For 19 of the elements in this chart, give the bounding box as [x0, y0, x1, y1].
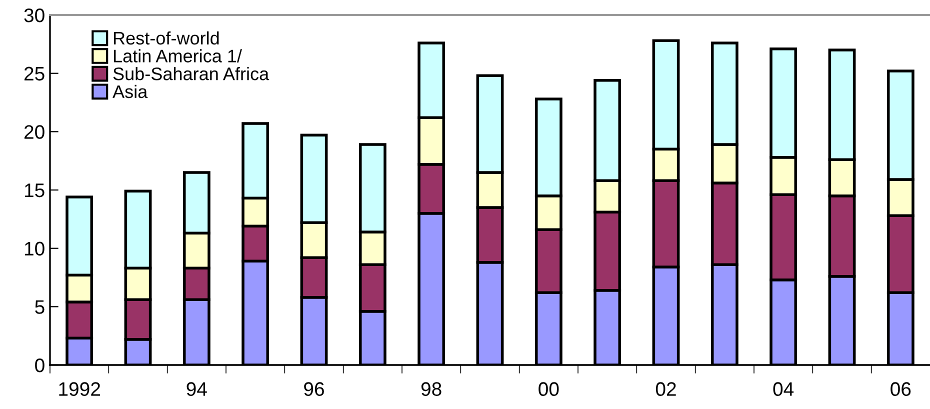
legend-label: Asia: [112, 84, 148, 98]
legend-label: Rest-of-world: [114, 31, 219, 45]
y-tick-label: 20: [24, 125, 44, 139]
x-tick-label: 1992: [59, 382, 100, 396]
legend-label: Latin America 1/: [114, 49, 242, 62]
x-tick-label: 98: [421, 382, 442, 396]
y-tick-label: 5: [35, 300, 44, 314]
x-tick-label: 00: [538, 382, 559, 396]
x-tick-label: 94: [186, 382, 207, 396]
x-tick-label: 02: [656, 382, 676, 396]
y-tick-label: 15: [24, 184, 44, 198]
y-tick-label: 0: [35, 358, 44, 372]
legend-label: Sub-Saharan Africa: [113, 67, 270, 80]
x-tick-label: 96: [304, 382, 324, 396]
y-tick-label: 25: [24, 66, 44, 81]
y-tick-label: 10: [24, 242, 44, 256]
y-tick-label: 30: [24, 8, 44, 22]
x-tick-label: 06: [890, 382, 911, 396]
x-tick-label: 04: [773, 382, 794, 396]
